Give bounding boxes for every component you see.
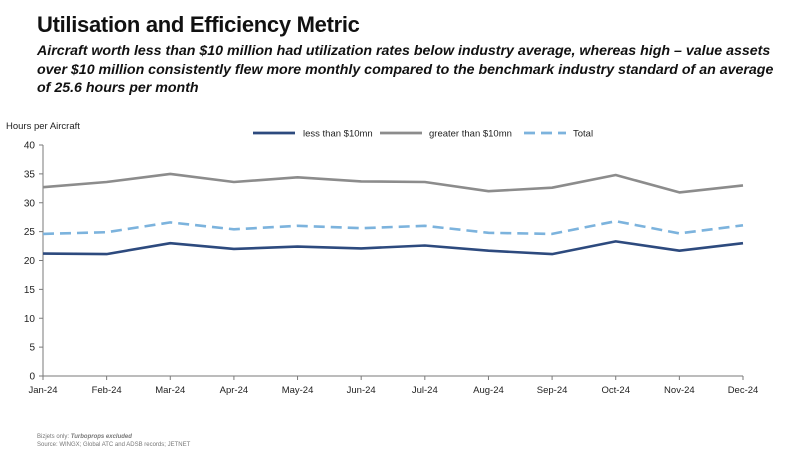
y-tick-label: 15 <box>24 285 36 296</box>
legend-label-less-than-10mn: less than $10mn <box>303 129 373 140</box>
page-subtitle: Aircraft worth less than $10 million had… <box>37 43 774 96</box>
x-tick-label: Feb-24 <box>92 385 122 396</box>
chart-legend: less than $10mn greater than $10mn Total <box>253 129 593 140</box>
series-line-total <box>42 219 744 236</box>
footnote-prefix: Bizjets only: <box>37 434 70 440</box>
footnote: Bizjets only: Turboprops excluded Source… <box>37 433 190 449</box>
x-tick-label: Jul-24 <box>412 385 438 396</box>
y-tick-label: 30 <box>24 198 36 209</box>
y-tick-label: 0 <box>29 372 35 383</box>
footnote-emphasis: Turboprops excluded <box>70 434 132 440</box>
y-tick-label: 5 <box>29 343 35 354</box>
x-tick-label: Jun-24 <box>347 385 376 396</box>
y-tick-label: 35 <box>24 169 36 180</box>
legend-label-total: Total <box>573 129 593 140</box>
x-tick-label: Jan-24 <box>28 385 57 396</box>
y-tick-label: 40 <box>24 141 36 152</box>
footnote-source: Source: WINGX; Global ATC and ADSB recor… <box>37 442 191 448</box>
y-tick-label: 10 <box>24 314 36 325</box>
x-tick-label: May-24 <box>282 385 314 396</box>
x-tick-label: Dec-24 <box>728 385 759 396</box>
chart-series <box>42 172 744 256</box>
y-tick-label: 20 <box>24 256 36 267</box>
x-tick-label: Apr-24 <box>220 385 249 396</box>
x-tick-label: Mar-24 <box>155 385 185 396</box>
x-tick-label: Aug-24 <box>473 385 504 396</box>
x-tick-label: Oct-24 <box>601 385 630 396</box>
x-tick-label: Nov-24 <box>664 385 695 396</box>
y-axis-label: Hours per Aircraft <box>6 121 80 132</box>
y-tick-label: 25 <box>24 227 36 238</box>
series-line-less-than-10mn <box>42 240 744 256</box>
legend-label-greater-than-10mn: greater than $10mn <box>429 129 512 140</box>
series-line-greater-than-10mn <box>42 172 744 194</box>
chart-axes: 0 5 10 15 20 25 30 35 40 Jan-24 Feb-24 Mar-24 Apr-24… <box>24 141 758 397</box>
x-tick-label: Sep-24 <box>537 385 568 396</box>
page-title: Utilisation and Efficiency Metric <box>37 12 360 37</box>
